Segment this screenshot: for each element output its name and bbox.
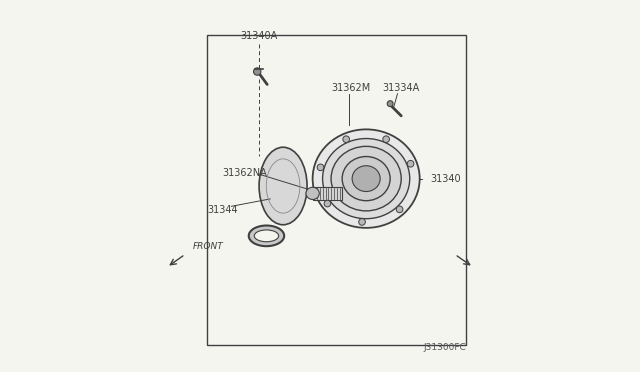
Text: 31362NA: 31362NA (222, 168, 267, 178)
Ellipse shape (259, 147, 307, 225)
Circle shape (387, 101, 393, 107)
Bar (207, 35, 466, 345)
Text: 31340: 31340 (430, 174, 461, 184)
Circle shape (317, 164, 324, 171)
Circle shape (358, 219, 365, 225)
Ellipse shape (254, 230, 278, 242)
Circle shape (383, 136, 390, 142)
Ellipse shape (342, 157, 390, 201)
Text: 31340A: 31340A (241, 32, 278, 41)
Circle shape (396, 206, 403, 213)
Ellipse shape (352, 166, 380, 192)
Text: J31300FC: J31300FC (423, 343, 466, 352)
Circle shape (407, 160, 414, 167)
Text: 31334A: 31334A (383, 83, 420, 93)
Circle shape (324, 200, 331, 207)
Circle shape (343, 136, 349, 142)
Ellipse shape (323, 138, 410, 219)
Ellipse shape (249, 225, 284, 246)
Text: 31344: 31344 (207, 205, 237, 215)
Text: FRONT: FRONT (193, 243, 223, 251)
Ellipse shape (312, 129, 420, 228)
Ellipse shape (306, 187, 319, 199)
Bar (312, 187, 342, 200)
Text: 31362M: 31362M (332, 83, 371, 93)
Circle shape (253, 68, 261, 75)
Ellipse shape (331, 146, 401, 211)
